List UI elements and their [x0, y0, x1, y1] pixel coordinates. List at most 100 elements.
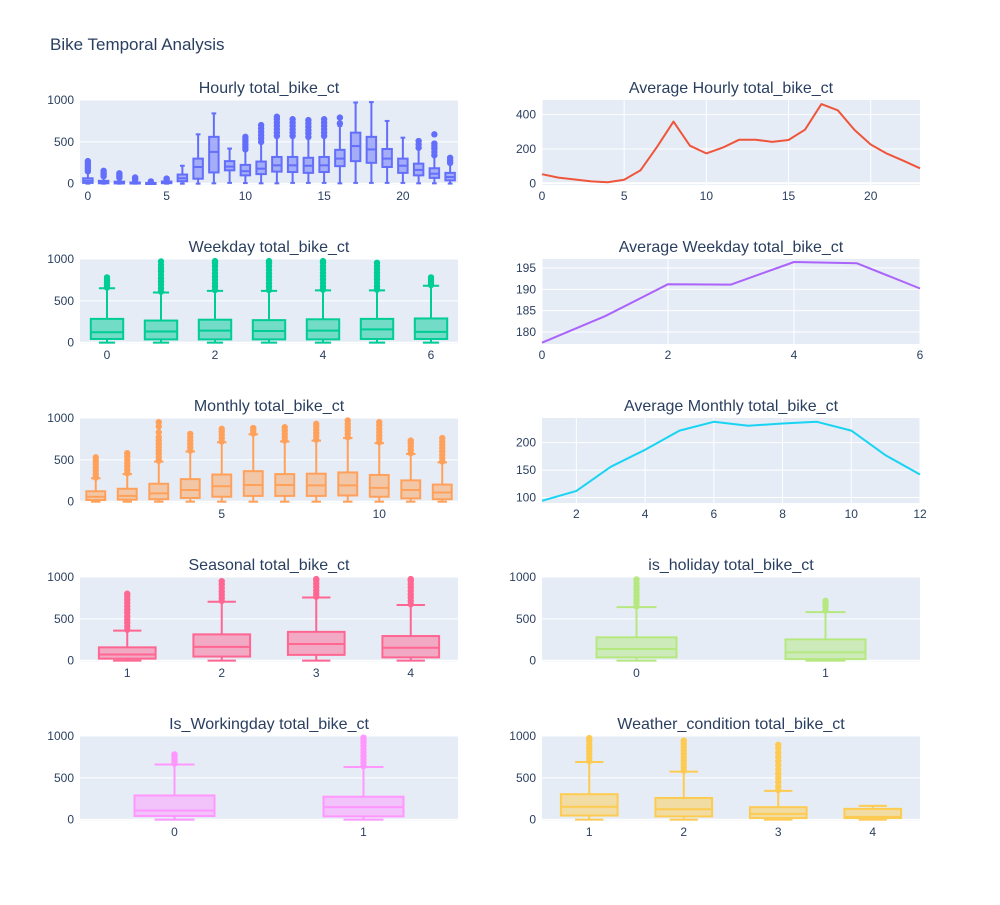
x-tick-label: 0: [539, 348, 546, 362]
box-20: [397, 136, 409, 184]
y-tick-label: 400: [516, 108, 536, 122]
series-line: [541, 103, 921, 184]
x-tick-label: 6: [428, 348, 435, 362]
x-tick-label: 12: [913, 507, 927, 521]
box-15: [318, 116, 330, 184]
box-4: [381, 575, 441, 662]
box-body: [305, 318, 341, 341]
x-tick-label: 0: [104, 348, 111, 362]
box-0: [133, 751, 216, 821]
x-tick-label: 10: [700, 189, 714, 203]
y-tick-label: 0: [529, 654, 536, 668]
box-9: [223, 147, 236, 184]
outlier-point: [218, 425, 225, 433]
outlier-point: [250, 424, 257, 432]
y-tick-label: 1000: [509, 729, 536, 743]
outlier-point: [407, 437, 414, 444]
y-tick-label: 180: [516, 325, 536, 339]
x-tick-label: 5: [218, 507, 225, 521]
y-tick-label: 1000: [47, 570, 74, 584]
outlier-point: [147, 178, 155, 185]
x-tick-label: 0: [171, 825, 178, 839]
outlier-point: [680, 737, 687, 744]
y-tick-label: 200: [516, 436, 536, 450]
outlier-point: [163, 175, 170, 182]
box-6: [413, 274, 449, 344]
box-3: [286, 575, 346, 662]
subplot-workingday-box: Is_Workingday total_bike_ct 0 500 1000 0 1: [47, 716, 458, 839]
x-tick-label: 4: [320, 348, 327, 362]
box-body: [208, 135, 220, 174]
box-8: [208, 112, 220, 185]
subplot-title: Monthly total_bike_ct: [194, 398, 345, 415]
box-5: [211, 425, 233, 503]
box-2: [192, 577, 252, 662]
outlier-point: [157, 258, 165, 265]
y-tick-label: 0: [67, 813, 74, 827]
box-14: [302, 116, 315, 184]
outlier-point: [427, 274, 435, 281]
outlier-point: [155, 429, 162, 436]
box-2: [113, 170, 126, 185]
subplot-title: Average Monthly total_bike_ct: [624, 398, 839, 415]
box-body: [843, 807, 903, 820]
subplot-seasonal-box: Seasonal total_bike_ct 0 500 1000 1 2 3 4: [47, 557, 458, 680]
y-tick-label: 0: [67, 177, 74, 191]
x-tick-label: 5: [163, 189, 170, 203]
box-body: [654, 796, 714, 818]
y-tick-label: 0: [67, 654, 74, 668]
box-1: [97, 167, 110, 185]
outlier-point: [431, 140, 438, 147]
outlier-point: [305, 116, 312, 124]
y-tick-label: 500: [516, 771, 536, 785]
x-tick-label: 6: [917, 348, 924, 362]
box-6: [176, 164, 189, 185]
box-body: [85, 490, 107, 502]
outlier-point: [320, 116, 328, 123]
box-12: [271, 113, 283, 185]
y-tick-label: 190: [516, 282, 536, 296]
subplot-title: Average Hourly total_bike_ct: [629, 80, 834, 97]
x-tick-label: 15: [317, 189, 331, 203]
plot-background: [542, 100, 920, 185]
outlier-point: [218, 577, 225, 585]
box-body: [89, 317, 125, 340]
outlier-point: [336, 120, 344, 127]
outlier-point: [281, 424, 288, 431]
box-0: [89, 274, 125, 344]
box-body: [116, 487, 138, 501]
plot-background: [80, 418, 458, 503]
box-1: [97, 590, 157, 662]
subplot-title: Weekday total_bike_ct: [189, 239, 350, 256]
subplot-holiday-box: is_holiday total_bike_ct 0 500 1000 0 1: [509, 557, 920, 680]
outlier-point: [92, 454, 99, 461]
outlier-point: [344, 417, 351, 424]
x-tick-label: 2: [573, 507, 580, 521]
x-tick-label: 4: [407, 666, 414, 680]
x-tick-label: 1: [124, 666, 131, 680]
y-tick-label: 500: [54, 135, 74, 149]
x-tick-label: 1: [360, 825, 367, 839]
x-tick-label: 0: [539, 189, 546, 203]
y-tick-label: 0: [529, 813, 536, 827]
outlier-point: [415, 137, 422, 145]
box-body: [192, 633, 252, 658]
box-body: [381, 635, 441, 659]
outlier-point: [155, 418, 162, 426]
box-10: [239, 133, 252, 185]
box-0: [82, 157, 94, 185]
box-6: [242, 424, 264, 503]
subplot-title: Average Weekday total_bike_ct: [619, 239, 844, 256]
x-tick-label: 1: [822, 666, 829, 680]
outlier-point: [633, 576, 640, 583]
box-11: [255, 121, 267, 185]
y-tick-label: 150: [516, 463, 536, 477]
outlier-point: [257, 121, 265, 129]
plot-background: [542, 259, 920, 344]
box-1: [143, 258, 179, 344]
box-7: [274, 424, 296, 503]
box-11: [400, 437, 422, 503]
x-tick-label: 10: [239, 189, 253, 203]
box-body: [413, 317, 449, 340]
x-tick-label: 6: [710, 507, 717, 521]
